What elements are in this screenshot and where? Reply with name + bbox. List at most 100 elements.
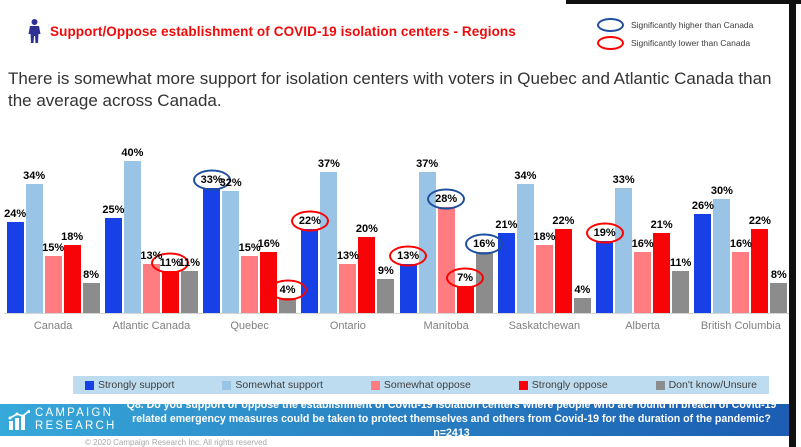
significance-higher-label: Significantly higher than Canada	[631, 20, 754, 30]
bar-cell: 32%	[220, 176, 242, 313]
bar-value-label: 34%	[23, 169, 46, 182]
bar	[320, 172, 338, 313]
label-wrap: 11%	[179, 256, 200, 270]
label-wrap: 28%	[427, 188, 466, 210]
bar-cell: 11%	[670, 256, 691, 313]
bar-group: 21% 34% 18% 22% 4%	[495, 169, 593, 313]
bar-value-label: 28%	[435, 192, 458, 205]
label-wrap: 11%	[670, 256, 691, 270]
bar-value-label: 34%	[514, 169, 537, 182]
bar-cell: 37%	[416, 157, 438, 313]
significance-lower-label: Significantly lower than Canada	[631, 38, 751, 48]
label-wrap: 13%	[140, 249, 162, 263]
bar-value-label: 13%	[397, 249, 420, 262]
label-wrap: 22%	[552, 214, 574, 228]
bar-value-label: 16%	[473, 238, 496, 251]
legend-swatch	[655, 380, 665, 390]
bar-cell: 16%	[730, 237, 752, 313]
label-wrap: 25%	[102, 203, 124, 217]
bar-cell: 20%	[355, 222, 378, 313]
bar-value-label: 20%	[355, 223, 378, 235]
bar	[6, 221, 24, 313]
capture-border-top	[566, 0, 801, 4]
bar	[554, 229, 572, 313]
bar	[713, 199, 731, 313]
bar-cell: 4%	[573, 283, 591, 313]
bar	[573, 297, 591, 313]
bar	[104, 218, 122, 313]
bar-value-label: 7%	[457, 272, 474, 285]
survey-question-text: Q8. Do you support or oppose the establi…	[126, 399, 777, 439]
label-wrap: 22%	[290, 210, 329, 232]
bar-cell: 22%	[552, 214, 574, 313]
bar	[535, 244, 553, 313]
label-wrap: 33%	[192, 169, 231, 191]
bar	[694, 214, 712, 313]
slide-header: Support/Oppose establishment of COVID-19…	[28, 19, 516, 43]
bar-cell: 21%	[651, 218, 673, 313]
lower-oval-icon	[597, 36, 624, 50]
label-wrap: 18%	[61, 230, 83, 244]
label-wrap: 7%	[446, 267, 485, 289]
bar-value-label: 24%	[4, 207, 27, 220]
bar-value-label: 22%	[298, 215, 321, 228]
bar	[497, 233, 515, 313]
label-wrap: 13%	[337, 249, 359, 263]
page-title: Support/Oppose establishment of COVID-19…	[50, 23, 516, 39]
legend-item: Somewhat oppose	[370, 379, 471, 391]
label-wrap: 40%	[121, 146, 143, 160]
label-wrap: 34%	[514, 169, 536, 183]
label-wrap: 4%	[574, 283, 590, 297]
bar	[456, 286, 474, 313]
bar	[301, 229, 319, 313]
bar	[437, 206, 455, 313]
label-wrap: 16%	[465, 233, 504, 255]
bar-value-label: 9%	[377, 264, 394, 277]
bar-cell: 15%	[42, 241, 64, 313]
bar-value-label: 18%	[533, 230, 556, 243]
bar-cell: 22%	[748, 214, 771, 313]
bar-group: 24% 34% 15% 18% 8%	[4, 169, 102, 313]
bar	[180, 271, 198, 313]
bar	[672, 271, 690, 313]
bar-cell: 37%	[317, 157, 340, 313]
category-label: British Columbia	[700, 320, 781, 332]
label-wrap: 32%	[220, 176, 242, 190]
bar-value-label: 11%	[669, 257, 692, 270]
bar-value-label: 26%	[691, 200, 714, 213]
bar	[634, 252, 652, 313]
higher-oval-icon	[597, 18, 624, 32]
label-wrap: 16%	[730, 237, 752, 251]
logo-line2: RESEARCH	[35, 420, 117, 432]
footer-bar: CAMPAIGN RESEARCH Q8. Do you support or …	[0, 399, 789, 439]
bar-cell: 24%	[4, 207, 27, 313]
bar-value-label: 13%	[336, 249, 359, 262]
bar-cell: 25%	[102, 203, 124, 313]
bar-cell: 33%	[613, 173, 635, 313]
bar-value-label: 16%	[729, 238, 752, 251]
bar-value-label: 8%	[770, 268, 787, 281]
bar-value-label: 22%	[748, 215, 771, 228]
bar	[241, 256, 259, 313]
label-wrap: 9%	[378, 264, 394, 278]
label-wrap: 18%	[533, 230, 555, 244]
bar	[596, 240, 614, 313]
bar-chart-logo-icon	[8, 410, 30, 430]
legend-label: Strongly support	[98, 379, 175, 391]
bar-group: 25% 40% 13% 11% 11%	[102, 146, 200, 313]
bar	[63, 244, 81, 313]
label-wrap: 34%	[23, 169, 45, 183]
label-wrap: 37%	[416, 157, 438, 171]
bar	[123, 161, 141, 313]
bar-value-label: 37%	[317, 158, 340, 171]
significance-oval-lower	[585, 222, 624, 244]
bar-cell: 15%	[239, 241, 261, 313]
bar-cell: 13%	[337, 249, 359, 313]
bar-cell: 11%	[151, 252, 190, 313]
bar-cell: 22%	[290, 210, 329, 313]
categories-row: Canada Atlantic Canada Quebec Ontario Manito…	[4, 314, 790, 332]
logo-line1: CAMPAIGN	[35, 407, 114, 420]
significance-oval-lower	[446, 267, 485, 289]
label-wrap: 8%	[771, 268, 787, 282]
label-wrap: 21%	[651, 218, 673, 232]
